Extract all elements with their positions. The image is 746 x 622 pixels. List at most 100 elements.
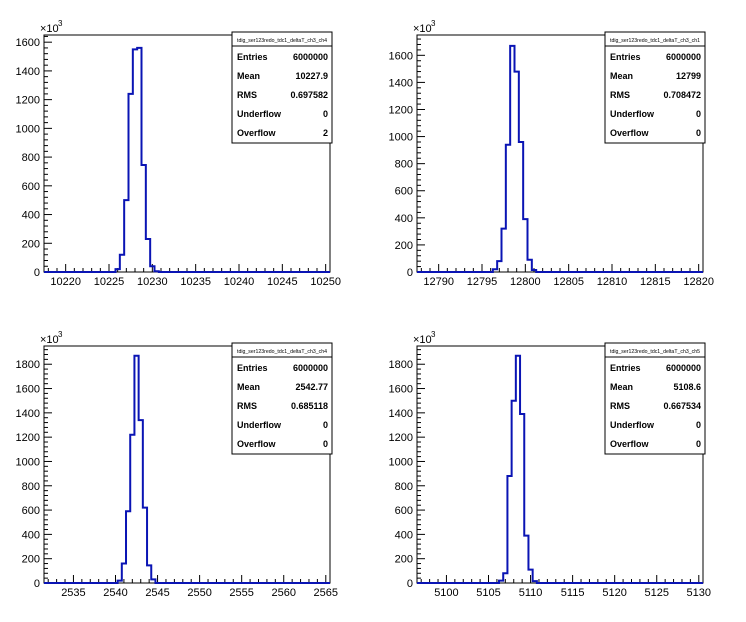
y-tick-label: 1400 xyxy=(389,408,413,420)
x-tick-label: 10240 xyxy=(224,276,255,288)
stats-label: Overflow xyxy=(610,128,650,138)
histogram-bin xyxy=(126,511,130,583)
stats-value: 2542.77 xyxy=(295,382,328,392)
histogram-bin xyxy=(122,564,126,583)
histogram-bin xyxy=(133,49,137,272)
y-tick-label: 800 xyxy=(395,159,413,171)
histogram-bin xyxy=(515,72,519,272)
histogram-bin xyxy=(120,255,124,272)
stats-label: Underflow xyxy=(237,420,282,430)
stats-label: Overflow xyxy=(237,439,277,449)
y-tick-label: 600 xyxy=(395,505,413,517)
x-tick-label: 2540 xyxy=(103,587,127,599)
x-tick-label: 12805 xyxy=(553,276,584,288)
histogram-bin xyxy=(134,356,138,583)
histogram-bin xyxy=(146,239,150,272)
y-exponent-power: 3 xyxy=(431,19,436,28)
y-tick-label: 0 xyxy=(34,267,40,279)
y-exponent-label: ×10 xyxy=(413,334,432,346)
x-tick-label: 5125 xyxy=(644,587,668,599)
stats-label: Overflow xyxy=(610,439,650,449)
stats-value: 0.667534 xyxy=(663,401,701,411)
stats-label: Mean xyxy=(610,71,633,81)
x-tick-label: 2535 xyxy=(61,587,85,599)
histogram-bin xyxy=(139,420,143,583)
y-tick-label: 1600 xyxy=(16,384,40,396)
y-tick-label: 200 xyxy=(395,240,413,252)
stats-value: 12799 xyxy=(676,71,701,81)
stats-value: 2 xyxy=(323,128,328,138)
x-tick-label: 5105 xyxy=(476,587,500,599)
histogram-bin xyxy=(143,508,147,583)
y-tick-label: 1400 xyxy=(389,77,413,89)
histogram-bin xyxy=(150,266,154,272)
stats-value: 0 xyxy=(323,420,328,430)
y-tick-label: 1400 xyxy=(16,408,40,420)
histogram-bin xyxy=(142,165,146,272)
stats-label: Entries xyxy=(237,363,268,373)
y-exponent-power: 3 xyxy=(58,330,63,339)
y-exponent-power: 3 xyxy=(431,330,436,339)
histogram-bin xyxy=(493,269,497,272)
histogram-bin xyxy=(524,536,528,583)
histogram-bin xyxy=(497,261,501,272)
stats-value: 0 xyxy=(696,109,701,119)
stats-value: 6000000 xyxy=(666,52,701,62)
y-tick-label: 1000 xyxy=(16,456,40,468)
histogram-bin xyxy=(137,48,141,272)
stats-value: 10227.9 xyxy=(295,71,328,81)
x-tick-label: 2560 xyxy=(271,587,295,599)
x-tick-label: 5130 xyxy=(687,587,711,599)
stats-value: 0.697582 xyxy=(290,90,328,100)
stats-label: RMS xyxy=(237,401,257,411)
stats-value: 0 xyxy=(696,420,701,430)
x-tick-label: 12810 xyxy=(597,276,628,288)
x-tick-label: 5120 xyxy=(602,587,626,599)
y-tick-label: 200 xyxy=(22,238,40,250)
histogram-bin xyxy=(503,573,507,583)
x-tick-label: 5110 xyxy=(519,587,543,599)
histogram-bin xyxy=(151,579,155,583)
y-exponent-label: ×10 xyxy=(40,23,59,35)
histogram-bin xyxy=(129,94,133,272)
x-tick-label: 2545 xyxy=(145,587,169,599)
x-tick-label: 12820 xyxy=(683,276,714,288)
x-tick-label: 12815 xyxy=(640,276,671,288)
histogram-bin xyxy=(147,565,151,583)
x-tick-label: 12795 xyxy=(467,276,498,288)
stats-value: 6000000 xyxy=(293,52,328,62)
y-tick-label: 800 xyxy=(22,152,40,164)
stats-box xyxy=(604,31,706,144)
y-tick-label: 400 xyxy=(395,529,413,541)
histogram-bin xyxy=(502,229,506,272)
histogram-bin xyxy=(499,581,503,583)
y-tick-label: 1600 xyxy=(16,37,40,49)
histogram-panel-4: 5100 5105 5110 5115 5120 5125 5130 0 200 400 600 80… xyxy=(389,330,712,599)
histogram-panel-3: 2535 2540 2545 2550 2555 2560 2565 0 200 400 600 80… xyxy=(16,330,339,599)
stats-label: Entries xyxy=(237,52,268,62)
x-tick-label: 5100 xyxy=(434,587,458,599)
histogram-bin xyxy=(523,219,527,272)
histogram-panel-2: 12790 12795 12800 12805 12810 12815 12820 0 200 4… xyxy=(389,19,714,288)
histogram-bin xyxy=(118,581,122,583)
histogram-name: tdig_ser123redo_tdc1_deltaT_ch3_ch4 xyxy=(237,349,327,355)
x-tick-label: 10225 xyxy=(94,276,125,288)
histogram-bin xyxy=(528,570,532,583)
histogram-bin xyxy=(130,435,134,583)
histogram-outline xyxy=(417,44,703,273)
stats-label: Mean xyxy=(610,382,633,392)
x-tick-label: 12790 xyxy=(423,276,454,288)
y-tick-label: 0 xyxy=(407,578,413,590)
stats-value: 0 xyxy=(323,109,328,119)
histogram-bin xyxy=(520,414,524,583)
histogram-bin xyxy=(528,260,532,272)
stats-label: Underflow xyxy=(610,420,655,430)
y-tick-label: 1200 xyxy=(16,432,40,444)
histogram-bin xyxy=(533,581,537,583)
histogram-bin xyxy=(155,271,159,272)
histogram-bin xyxy=(512,401,516,583)
x-tick-label: 10245 xyxy=(267,276,298,288)
y-tick-label: 400 xyxy=(22,210,40,222)
histogram-name: tdig_ser123redo_tdc1_deltaT_ch3_ch5 xyxy=(610,349,700,355)
